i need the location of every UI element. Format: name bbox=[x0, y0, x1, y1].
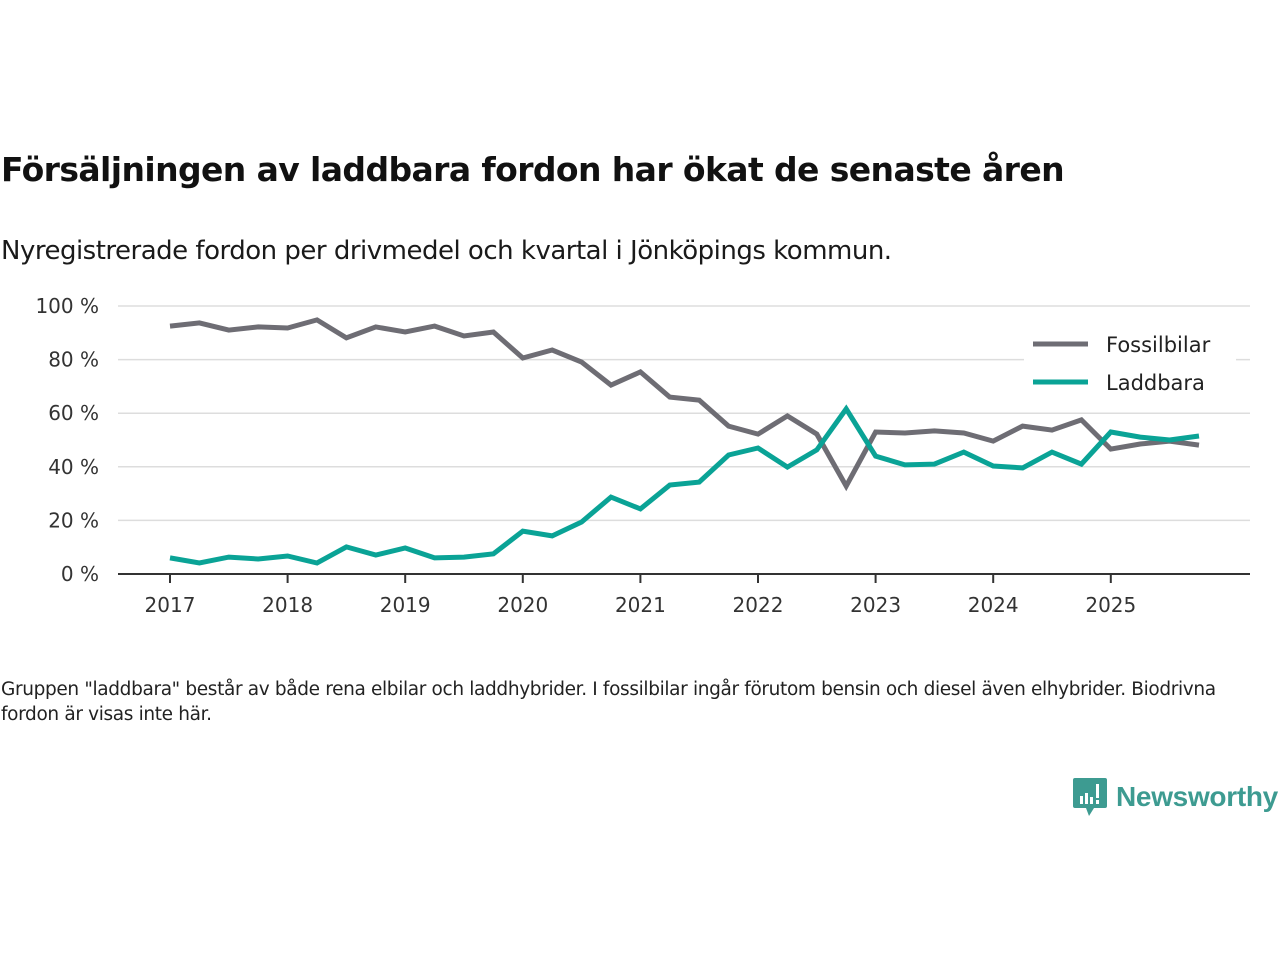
x-tick-label: 2020 bbox=[497, 593, 548, 617]
y-tick-label: 0 % bbox=[61, 562, 99, 586]
y-tick-label: 80 % bbox=[48, 348, 99, 372]
newsworthy-icon bbox=[1073, 778, 1107, 816]
series-lines bbox=[169, 317, 1200, 566]
legend-background bbox=[1024, 322, 1236, 406]
legend-label-laddbara: Laddbara bbox=[1106, 371, 1205, 395]
chart-subtitle: Nyregistrerade fordon per drivmedel och … bbox=[1, 236, 892, 266]
x-tick-label: 2023 bbox=[850, 593, 901, 617]
x-tick-label: 2018 bbox=[262, 593, 313, 617]
newsworthy-logo[interactable]: Newsworthy bbox=[1072, 776, 1278, 818]
footnote: Gruppen "laddbara" består av både rena e… bbox=[1, 679, 1216, 725]
legend-label-fossilbilar: Fossilbilar bbox=[1106, 333, 1211, 357]
series-line-laddbara bbox=[169, 404, 1200, 566]
x-axis: 2017 2018 2019 2020 2021 2022 2023 2024 2025 bbox=[118, 573, 1250, 617]
x-tick-label: 2024 bbox=[968, 593, 1019, 617]
x-tick-label: 2017 bbox=[145, 593, 196, 617]
series-line-fossilbilar bbox=[169, 317, 1200, 492]
y-tick-label: 60 % bbox=[48, 401, 99, 425]
y-tick-label: 100 % bbox=[35, 294, 99, 318]
brand-name: Newsworthy bbox=[1116, 781, 1278, 812]
y-tick-label: 20 % bbox=[48, 508, 99, 532]
x-tick-label: 2021 bbox=[615, 593, 666, 617]
legend: Fossilbilar Laddbara bbox=[1024, 322, 1236, 406]
y-tick-label: 40 % bbox=[48, 455, 99, 479]
chart-title: Försäljningen av laddbara fordon har öka… bbox=[1, 150, 1065, 189]
x-tick-label: 2022 bbox=[733, 593, 784, 617]
y-axis-ticks: 0 % 20 % 40 % 60 % 80 % 100 % bbox=[35, 294, 99, 586]
x-tick-label: 2019 bbox=[380, 593, 431, 617]
x-tick-label: 2025 bbox=[1085, 593, 1136, 617]
line-chart: 0 % 20 % 40 % 60 % 80 % 100 % 2017 2018 2019 202… bbox=[35, 294, 1250, 617]
